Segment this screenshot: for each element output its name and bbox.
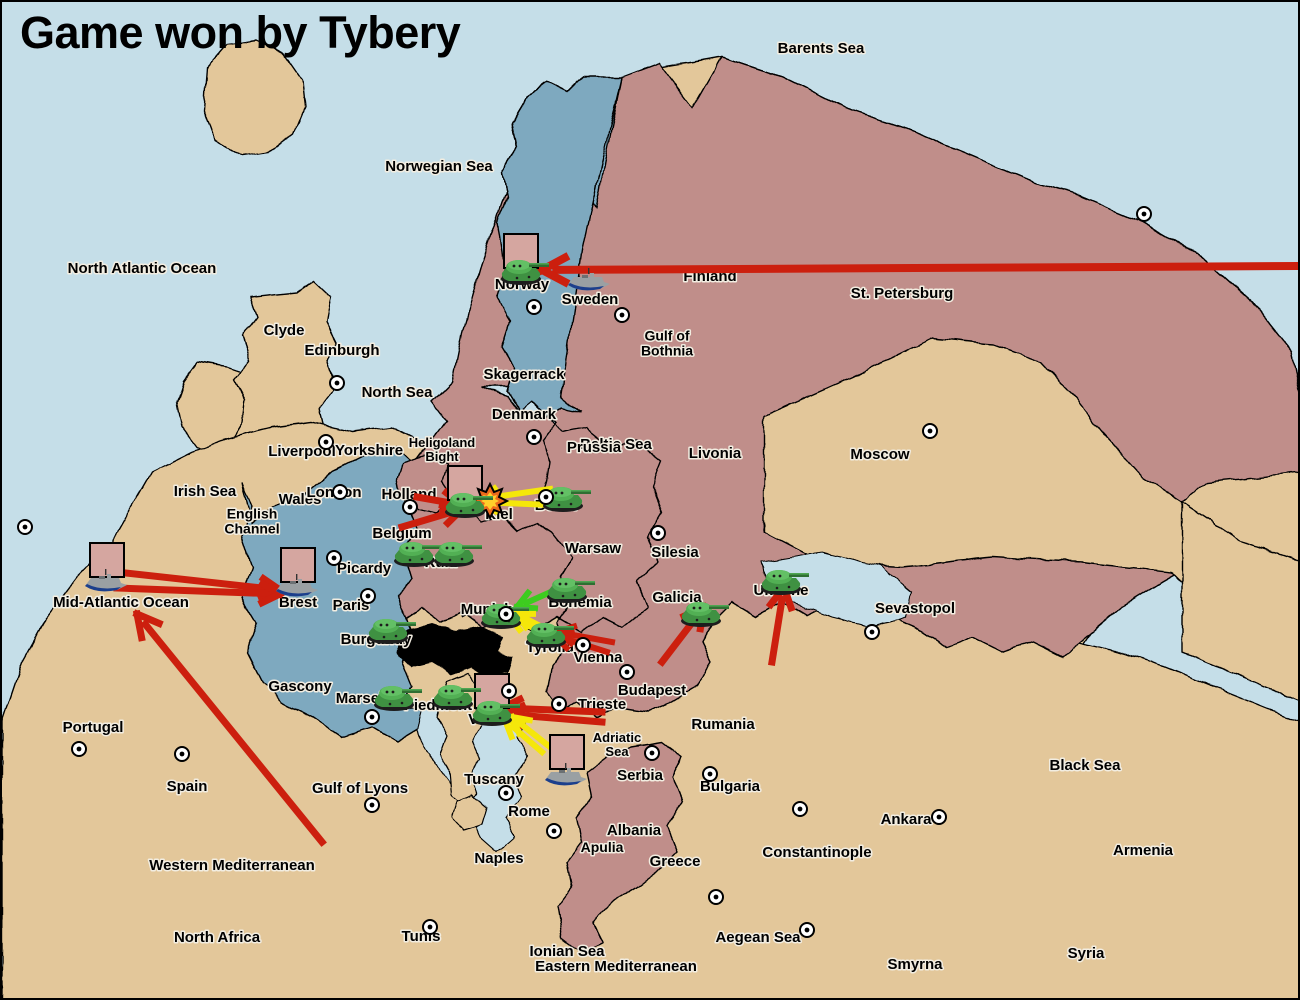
svg-text:Aegean Sea: Aegean Sea (715, 929, 801, 946)
svg-text:North Sea: North Sea (362, 384, 434, 401)
svg-text:Yorkshire: Yorkshire (335, 442, 403, 459)
svg-text:Warsaw: Warsaw (565, 540, 621, 557)
svg-text:Gascony: Gascony (268, 678, 332, 695)
svg-text:Denmark: Denmark (492, 406, 557, 423)
svg-text:Silesia: Silesia (651, 544, 699, 561)
svg-text:Ankara: Ankara (881, 811, 933, 828)
svg-text:Eastern Mediterranean: Eastern Mediterranean (535, 958, 697, 975)
svg-text:Livonia: Livonia (689, 445, 742, 462)
svg-text:Prussia: Prussia (567, 439, 622, 456)
svg-text:Albania: Albania (607, 822, 662, 839)
svg-text:Serbia: Serbia (617, 767, 664, 784)
svg-text:Sweden: Sweden (562, 291, 619, 308)
svg-text:North Atlantic Ocean: North Atlantic Ocean (68, 260, 217, 277)
svg-text:St. Petersburg: St. Petersburg (851, 285, 954, 302)
svg-text:Gulf of Lyons: Gulf of Lyons (312, 780, 408, 797)
svg-text:Brest: Brest (279, 594, 317, 611)
svg-text:Picardy: Picardy (337, 560, 392, 577)
svg-text:Greece: Greece (650, 853, 701, 870)
svg-text:Edinburgh: Edinburgh (305, 342, 380, 359)
svg-text:North Africa: North Africa (174, 929, 261, 946)
svg-text:Constantinople: Constantinople (762, 844, 871, 861)
svg-text:Clyde: Clyde (264, 322, 305, 339)
svg-text:Sevastopol: Sevastopol (875, 600, 955, 617)
svg-text:Apulia: Apulia (581, 839, 624, 855)
svg-text:Syria: Syria (1068, 945, 1105, 962)
svg-text:Naples: Naples (474, 850, 523, 867)
svg-text:Smyrna: Smyrna (887, 956, 943, 973)
svg-text:Tuscany: Tuscany (464, 771, 524, 788)
svg-text:Moscow: Moscow (850, 446, 910, 463)
svg-text:Armenia: Armenia (1113, 842, 1174, 859)
svg-text:Mid-Atlantic Ocean: Mid-Atlantic Ocean (53, 594, 189, 611)
svg-text:Budapest: Budapest (618, 682, 686, 699)
svg-text:Barents Sea: Barents Sea (778, 40, 865, 57)
svg-text:Irish Sea: Irish Sea (174, 483, 237, 500)
svg-text:Rumania: Rumania (691, 716, 755, 733)
svg-text:Spain: Spain (167, 778, 208, 795)
svg-text:Western Mediterranean: Western Mediterranean (149, 857, 315, 874)
svg-text:Black Sea: Black Sea (1050, 757, 1122, 774)
svg-text:Portugal: Portugal (63, 719, 124, 736)
svg-text:Skagerrack: Skagerrack (484, 366, 566, 383)
svg-text:Norwegian Sea: Norwegian Sea (385, 158, 493, 175)
svg-text:Rome: Rome (508, 803, 550, 820)
